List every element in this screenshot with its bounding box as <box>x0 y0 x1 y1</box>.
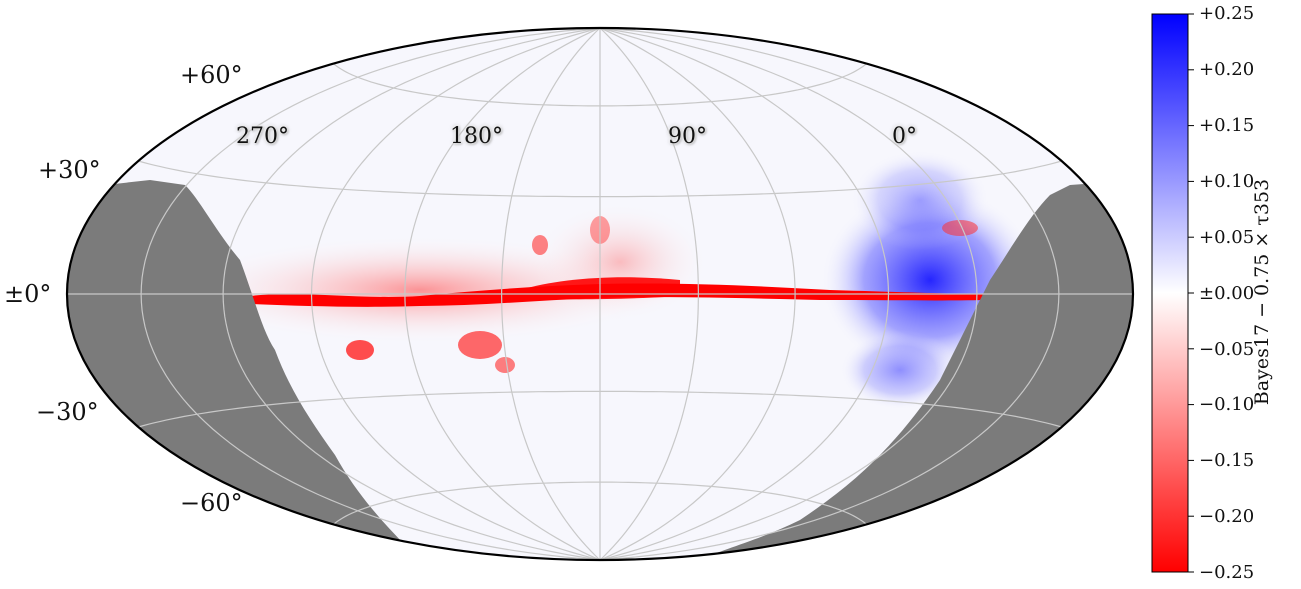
cloud-negative <box>495 357 515 373</box>
positive-region-north <box>850 150 990 250</box>
lat-label-zero: ±0° <box>4 280 52 308</box>
cloud-negative <box>532 235 548 255</box>
colorbar-tick-label: −0.25 <box>1199 562 1255 583</box>
lon-label-270: 270° <box>236 124 289 149</box>
colorbar-tick-label: −0.10 <box>1199 394 1255 415</box>
colorbar-tick-label: +0.10 <box>1199 171 1255 192</box>
lon-label-90: 90° <box>668 124 707 149</box>
colorbar-tick-label: −0.15 <box>1199 450 1255 471</box>
colorbar-tick-label: +0.20 <box>1199 59 1255 80</box>
map-content <box>67 28 1133 560</box>
graticule-parallel <box>333 63 867 107</box>
map-boundary <box>65 26 1135 562</box>
graticule <box>67 28 1133 560</box>
colorbar <box>1151 13 1189 573</box>
diffuse-negative-patch <box>530 202 710 322</box>
colorbar-label: Bayes17 − 0.75 × τ353 <box>1251 178 1273 406</box>
lat-label-plus30: +30° <box>38 156 101 184</box>
colorbar-tick-label: +0.25 <box>1199 3 1255 24</box>
colorbar-tick-label: +0.15 <box>1199 115 1255 136</box>
graticule-parallel <box>138 390 1062 428</box>
graticule-parallel <box>138 160 1062 198</box>
positive-region-south <box>840 330 960 410</box>
lat-label-minus30: −30° <box>36 398 99 426</box>
colorbar-tick-label: −0.20 <box>1199 506 1255 527</box>
colorbar-ticks <box>1188 13 1194 573</box>
lat-label-minus60: −60° <box>180 489 243 517</box>
lon-label-0: 0° <box>892 124 917 149</box>
cloud-negative <box>942 220 978 236</box>
colorbar-tick-label: ±0.00 <box>1199 283 1255 304</box>
colorbar-tick-label: +0.05 <box>1199 227 1255 248</box>
graticule-parallel <box>333 481 867 525</box>
lon-label-180: 180° <box>450 124 503 149</box>
cloud-negative <box>458 331 502 359</box>
colorbar-tick-label: −0.05 <box>1199 339 1255 360</box>
lat-label-plus60: +60° <box>180 61 243 89</box>
cloud-negative <box>346 340 374 360</box>
